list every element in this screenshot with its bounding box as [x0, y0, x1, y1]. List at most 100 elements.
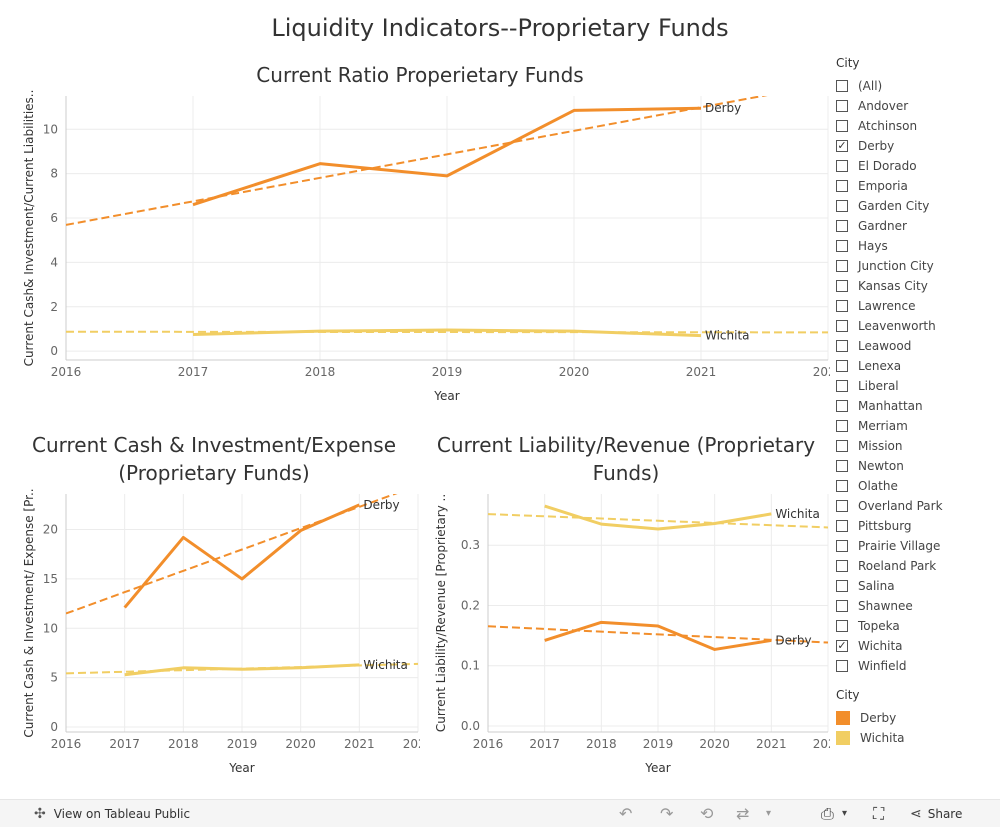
x-axis-title: Year: [644, 761, 670, 775]
checkbox-icon[interactable]: [836, 460, 848, 472]
city-legend-title: City: [836, 688, 860, 702]
checkbox-icon[interactable]: [836, 420, 848, 432]
view-on-tableau-public-button[interactable]: ✣ View on Tableau Public: [34, 806, 190, 822]
city-filter-item[interactable]: Topeka: [836, 616, 996, 636]
x-tick-label: 2016: [51, 737, 82, 751]
series-line-wichita[interactable]: [544, 504, 772, 531]
city-filter-item[interactable]: Newton: [836, 456, 996, 476]
city-filter-item[interactable]: Hays: [836, 236, 996, 256]
checkbox-icon[interactable]: [836, 180, 848, 192]
checkbox-icon[interactable]: [836, 520, 848, 532]
checkbox-icon[interactable]: [836, 500, 848, 512]
download-icon[interactable]: ⎙: [821, 804, 834, 823]
x-tick-label: 2020: [285, 737, 316, 751]
y-tick-label: 10: [43, 621, 58, 635]
city-filter-item[interactable]: Kansas City: [836, 276, 996, 296]
series-line-derby[interactable]: [544, 620, 772, 651]
city-filter-item[interactable]: Olathe: [836, 476, 996, 496]
city-filter-item[interactable]: Overland Park: [836, 496, 996, 516]
checkbox-icon[interactable]: [836, 200, 848, 212]
checkbox-icon[interactable]: [836, 320, 848, 332]
city-filter-item[interactable]: Roeland Park: [836, 556, 996, 576]
checkbox-icon[interactable]: [836, 340, 848, 352]
x-tick-label: 2022: [813, 737, 830, 751]
checkbox-checked-icon[interactable]: ✓: [836, 139, 848, 152]
series-line-wichita[interactable]: [192, 328, 702, 338]
redo-icon[interactable]: ↷: [660, 804, 674, 823]
city-filter-item[interactable]: El Dorado: [836, 156, 996, 176]
checkbox-icon[interactable]: [836, 620, 848, 632]
city-filter-item[interactable]: Lawrence: [836, 296, 996, 316]
city-filter-label: Andover: [858, 99, 909, 113]
checkbox-icon[interactable]: [836, 380, 848, 392]
y-tick-label: 0: [50, 720, 58, 734]
x-tick-label: 2021: [686, 365, 717, 379]
city-filter-item[interactable]: Lenexa: [836, 356, 996, 376]
city-filter-item[interactable]: Pittsburg: [836, 516, 996, 536]
checkbox-icon[interactable]: [836, 240, 848, 252]
checkbox-icon[interactable]: [836, 160, 848, 172]
city-filter-item[interactable]: Leawood: [836, 336, 996, 356]
city-filter-item[interactable]: Atchinson: [836, 116, 996, 136]
city-filter-item[interactable]: (All): [836, 76, 996, 96]
checkbox-icon[interactable]: [836, 300, 848, 312]
checkbox-icon[interactable]: [836, 580, 848, 592]
city-legend-list: Derby Wichita: [836, 708, 996, 748]
x-axis-title: Year: [228, 761, 254, 775]
undo-icon[interactable]: ↶: [619, 804, 633, 823]
chart-title: Current Cash & Investment/Expense: [32, 433, 396, 457]
checkbox-icon[interactable]: [836, 260, 848, 272]
checkbox-icon[interactable]: [836, 80, 848, 92]
cash-expense-chart[interactable]: Current Cash & Investment/Expense (Propri…: [0, 428, 420, 790]
series-line-derby[interactable]: [123, 503, 360, 609]
checkbox-icon[interactable]: [836, 360, 848, 372]
share-label: Share: [927, 807, 963, 821]
x-tick-label: 2016: [51, 365, 82, 379]
checkbox-icon[interactable]: [836, 220, 848, 232]
city-filter-item[interactable]: Andover: [836, 96, 996, 116]
city-filter-item[interactable]: Liberal: [836, 376, 996, 396]
share-button[interactable]: ⋖ Share: [910, 806, 962, 822]
refresh-menu-chevron-icon[interactable]: ▾: [766, 808, 772, 819]
city-filter-item[interactable]: Mission: [836, 436, 996, 456]
series-line-wichita[interactable]: [124, 663, 360, 677]
checkbox-icon[interactable]: [836, 100, 848, 112]
city-filter-item[interactable]: Leavenworth: [836, 316, 996, 336]
city-filter-item[interactable]: ✓ Wichita: [836, 636, 996, 656]
checkbox-icon[interactable]: [836, 440, 848, 452]
revert-icon[interactable]: ⟲: [700, 804, 714, 823]
city-filter-item[interactable]: Salina: [836, 576, 996, 596]
city-filter-item[interactable]: Gardner: [836, 216, 996, 236]
city-filter-label: Mission: [858, 439, 903, 453]
checkbox-icon[interactable]: [836, 120, 848, 132]
liability-revenue-chart[interactable]: Current Liability/Revenue (Proprietary Fu…: [420, 428, 830, 790]
checkbox-icon[interactable]: [836, 540, 848, 552]
series-line-derby[interactable]: [192, 106, 702, 207]
series-end-label: Derby: [775, 633, 811, 647]
city-filter-item[interactable]: Prairie Village: [836, 536, 996, 556]
checkbox-checked-icon[interactable]: ✓: [836, 639, 848, 652]
download-chevron-icon[interactable]: ▾: [842, 808, 848, 819]
x-tick-label: 2021: [344, 737, 375, 751]
city-filter-item[interactable]: Shawnee: [836, 596, 996, 616]
fullscreen-icon[interactable]: ⛶: [873, 804, 885, 823]
city-filter-item[interactable]: ✓ Derby: [836, 136, 996, 156]
x-tick-label: 2019: [227, 737, 258, 751]
current-ratio-chart[interactable]: Current Ratio Properietary Funds 2016 2017…: [0, 58, 830, 418]
legend-item[interactable]: Wichita: [836, 728, 996, 748]
refresh-icon[interactable]: ⇄: [736, 804, 750, 823]
city-filter-item[interactable]: Emporia: [836, 176, 996, 196]
checkbox-icon[interactable]: [836, 280, 848, 292]
view-on-tableau-public-label: View on Tableau Public: [53, 807, 191, 821]
checkbox-icon[interactable]: [836, 660, 848, 672]
city-filter-item[interactable]: Manhattan: [836, 396, 996, 416]
checkbox-icon[interactable]: [836, 400, 848, 412]
checkbox-icon[interactable]: [836, 480, 848, 492]
city-filter-item[interactable]: Merriam: [836, 416, 996, 436]
legend-item[interactable]: Derby: [836, 708, 996, 728]
city-filter-item[interactable]: Garden City: [836, 196, 996, 216]
checkbox-icon[interactable]: [836, 560, 848, 572]
city-filter-item[interactable]: Winfield: [836, 656, 996, 676]
checkbox-icon[interactable]: [836, 600, 848, 612]
city-filter-item[interactable]: Junction City: [836, 256, 996, 276]
